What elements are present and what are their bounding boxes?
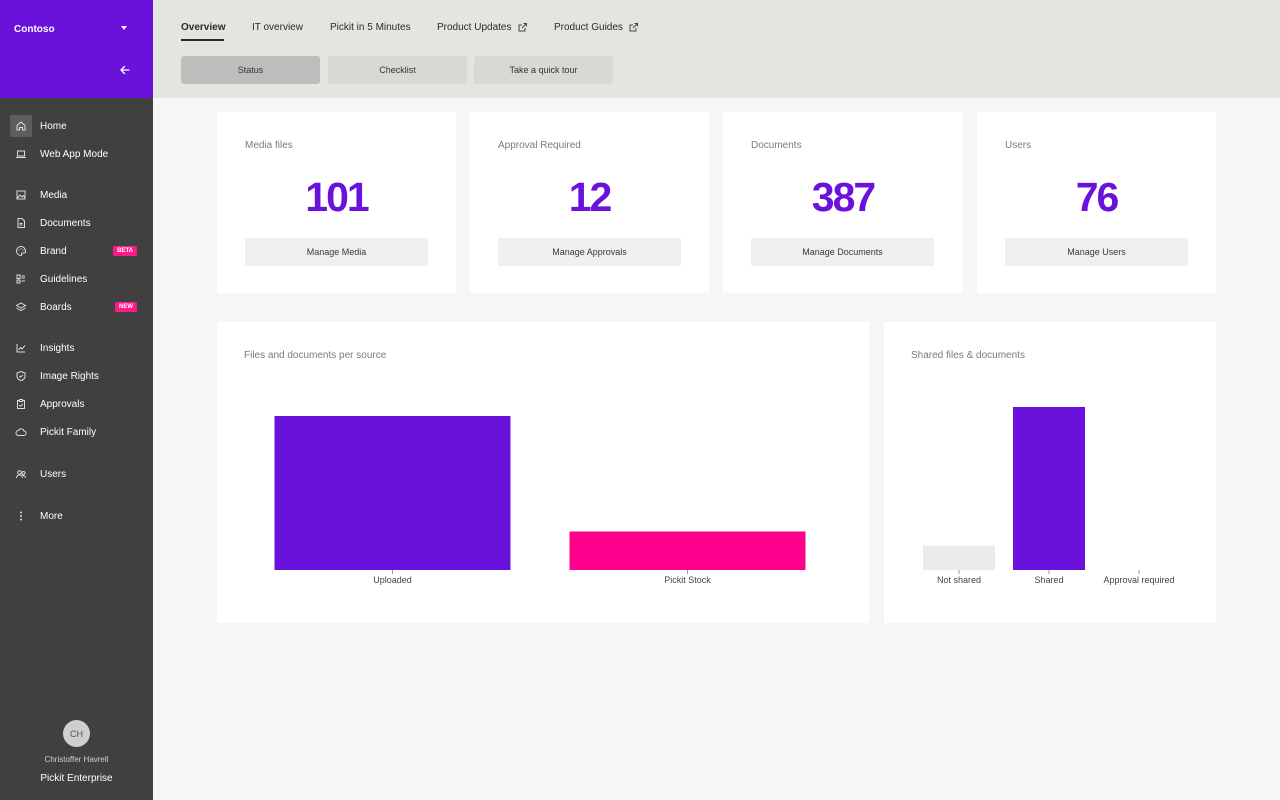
x-tick-label: Approval required [1103,575,1174,585]
sidebar-item-label: Home [40,120,67,132]
insights-icon [10,337,32,359]
stat-value: 387 [811,174,876,220]
org-name[interactable]: Contoso [14,24,55,35]
sidebar-item-home[interactable]: Home [10,115,144,137]
bar-pickit-stock[interactable] [569,531,806,571]
arrow-left-icon [120,65,130,75]
checklist-button[interactable]: Checklist [328,56,467,84]
beta-badge: BETA [113,246,137,256]
sidebar-item-approvals[interactable]: Approvals [10,393,144,415]
card-title: Users [1005,140,1032,151]
shared-files-chart-card: Shared files & documents Not shared Share… [884,322,1216,623]
sidebar-item-label: Web App Mode [40,148,109,160]
sidebar-item-label: Users [40,468,67,480]
new-badge: NEW [115,302,137,312]
palette-icon [10,240,32,262]
sidebar-item-label: Image Rights [40,370,99,382]
plan-name: Pickit Enterprise [40,773,113,784]
manage-users-button[interactable]: Manage Users [1005,238,1188,266]
cloud-icon [10,421,32,443]
laptop-icon [10,143,32,165]
files-per-source-chart-card: Files and documents per source Uploaded P… [217,322,869,623]
top-navigation: Overview IT overview Pickit in 5 Minutes… [153,0,1280,98]
tab-overview[interactable]: Overview [181,22,225,33]
more-icon [10,505,32,527]
sidebar-header: Contoso [0,0,153,98]
tab-label: Product Guides [554,22,623,33]
sidebar-item-label: Media [40,189,68,201]
bar-shared[interactable] [1013,407,1085,570]
sidebar-item-media[interactable]: Media [10,184,144,206]
org-dropdown-icon[interactable] [121,26,127,30]
image-icon [10,184,32,206]
sidebar-item-more[interactable]: More [10,505,144,527]
sidebar-item-image-rights[interactable]: Image Rights [10,365,144,387]
bar-uploaded[interactable] [274,416,511,570]
sidebar-item-guidelines[interactable]: Guidelines [10,268,144,290]
boards-icon [10,296,32,318]
sidebar-item-documents[interactable]: Documents [10,212,144,234]
card-title: Approval Required [498,140,581,151]
tab-product-updates[interactable]: Product Updates [437,22,528,33]
bar-not-shared[interactable] [923,545,995,570]
sidebar-item-label: Approvals [40,398,85,410]
shield-icon [10,365,32,387]
users-icon [10,463,32,485]
sidebar-item-label: Pickit Family [40,426,97,438]
tab-pickit-in-5-minutes[interactable]: Pickit in 5 Minutes [330,22,411,33]
user-name: Christoffer Havrell [44,755,109,764]
tab-label: Overview [181,22,226,33]
x-tick-label: Uploaded [373,575,412,585]
sidebar-item-label: More [40,510,63,522]
files-per-source-chart: Uploaded Pickit Stock [274,416,806,585]
sidebar-item-pickit-family[interactable]: Pickit Family [10,421,144,443]
avatar[interactable]: CH [63,720,90,747]
sidebar-item-label: Brand [40,245,67,257]
collapse-sidebar-button[interactable] [117,62,133,78]
home-icon [10,115,32,137]
stat-value: 12 [568,174,613,220]
sidebar-item-label: Insights [40,342,75,354]
sidebar-item-insights[interactable]: Insights [10,337,144,359]
tab-it-overview[interactable]: IT overview [252,22,303,33]
approval-required-card: Approval Required 12 Manage Approvals [470,112,709,293]
card-title: Documents [751,140,802,151]
sidebar-item-boards[interactable]: Boards NEW [10,296,144,318]
manage-approvals-button[interactable]: Manage Approvals [498,238,681,266]
active-tab-indicator [181,39,224,41]
sidebar-item-label: Boards [40,301,72,313]
tab-label: Pickit in 5 Minutes [330,22,411,33]
guidelines-icon [10,268,32,290]
media-files-card: Media files 101 Manage Media [217,112,456,293]
sidebar-item-brand[interactable]: Brand BETA [10,240,144,262]
quick-tour-button[interactable]: Take a quick tour [474,56,613,84]
x-tick-label: Pickit Stock [664,575,711,585]
tab-label: IT overview [252,22,303,33]
sidebar-item-label: Documents [40,217,91,229]
tab-product-guides[interactable]: Product Guides [554,22,639,33]
manage-media-button[interactable]: Manage Media [245,238,428,266]
x-tick-label: Not shared [937,575,981,585]
document-icon [10,212,32,234]
card-title: Media files [245,140,293,151]
external-link-icon [518,23,527,32]
tab-label: Product Updates [437,22,512,33]
x-tick-label: Shared [1034,575,1063,585]
status-button[interactable]: Status [181,56,320,84]
sidebar-item-label: Guidelines [40,273,88,285]
shared-files-chart: Not shared Shared Approval required [923,407,1175,585]
external-link-icon [629,23,638,32]
stat-value: 101 [305,174,369,220]
sidebar-item-users[interactable]: Users [10,463,144,485]
sidebar-item-web-app-mode[interactable]: Web App Mode [10,143,144,165]
stat-value: 76 [1075,174,1120,220]
clipboard-icon [10,393,32,415]
chart-title: Files and documents per source [244,350,387,361]
chart-title: Shared files & documents [911,350,1025,361]
sidebar: Contoso Home Web App Mode Media Document… [0,0,153,800]
documents-card: Documents 387 Manage Documents [723,112,963,293]
manage-documents-button[interactable]: Manage Documents [751,238,934,266]
users-card: Users 76 Manage Users [977,112,1216,293]
